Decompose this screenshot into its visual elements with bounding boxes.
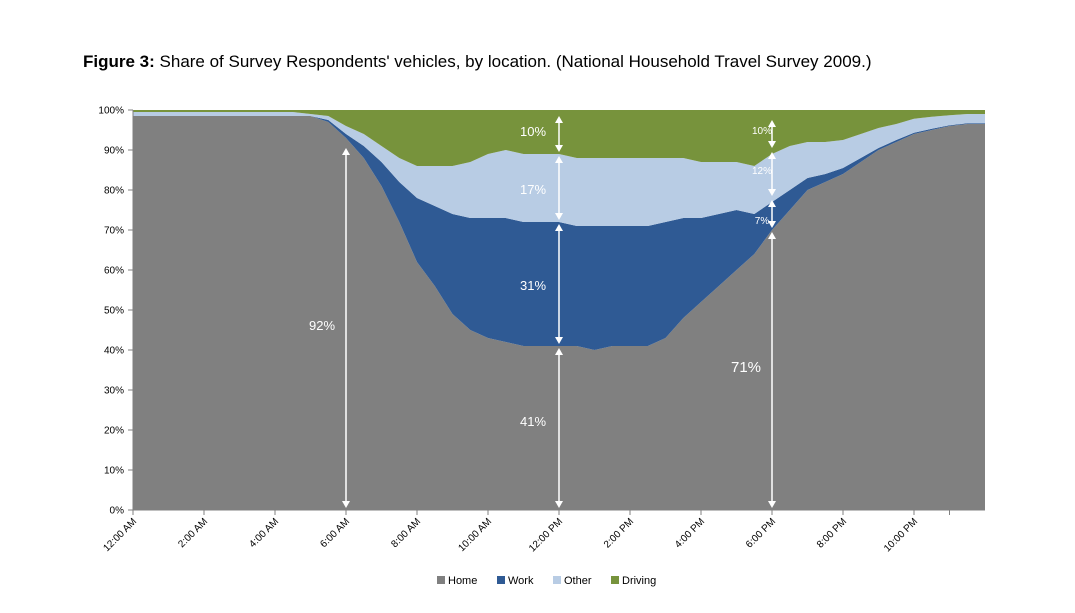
y-tick-label: 20% xyxy=(104,426,124,437)
annotation-arrow-head-up xyxy=(555,348,563,355)
annotation-arrow-head-up xyxy=(555,224,563,231)
annotation-label: 92% xyxy=(309,318,335,333)
figure-title-text: Share of Survey Respondents' vehicles, b… xyxy=(154,52,872,71)
annotation-arrow-head-down xyxy=(555,213,563,220)
x-tick-label: 6:00 PM xyxy=(744,516,778,550)
x-tick-label: 4:00 AM xyxy=(247,516,281,550)
y-tick-label: 90% xyxy=(104,146,124,157)
x-tick-label: 12:00 PM xyxy=(527,516,565,554)
x-tick-label: 12:00 AM xyxy=(101,516,139,554)
y-tick-label: 0% xyxy=(110,506,125,517)
y-tick-label: 30% xyxy=(104,386,124,397)
annotation-label: 7% xyxy=(755,216,770,227)
y-tick-label: 40% xyxy=(104,346,124,357)
annotation-arrow-head-down xyxy=(342,501,350,508)
y-tick-label: 60% xyxy=(104,266,124,277)
x-tick-label: 2:00 AM xyxy=(176,516,210,550)
annotation-label: 10% xyxy=(752,126,772,137)
annotation-arrow-head-up xyxy=(768,200,776,207)
annotation-arrow-head-down xyxy=(768,189,776,196)
annotation-arrow-head-down xyxy=(555,145,563,152)
annotation-label: 41% xyxy=(520,414,546,429)
annotation-label: 12% xyxy=(752,166,772,177)
annotation-label: 17% xyxy=(520,182,546,197)
annotation-arrow-head-up xyxy=(342,148,350,155)
x-tick-label: 4:00 PM xyxy=(673,516,707,550)
y-tick-label: 100% xyxy=(98,106,124,117)
annotation-arrow-head-up xyxy=(768,152,776,159)
legend-swatch-other xyxy=(553,576,561,584)
legend-label-work: Work xyxy=(508,575,534,587)
annotation-arrow-head-down xyxy=(555,337,563,344)
x-tick-label: 10:00 PM xyxy=(882,516,920,554)
legend-swatch-work xyxy=(497,576,505,584)
annotation-arrow-head-up xyxy=(555,156,563,163)
x-tick-label: 10:00 AM xyxy=(456,516,494,554)
annotation-label: 31% xyxy=(520,278,546,293)
x-tick-label: 8:00 PM xyxy=(815,516,849,550)
x-tick-label: 6:00 AM xyxy=(318,516,352,550)
x-tick-label: 8:00 AM xyxy=(389,516,423,550)
annotation-arrow-head-down xyxy=(768,501,776,508)
y-tick-label: 70% xyxy=(104,226,124,237)
figure-title-prefix: Figure 3: xyxy=(83,52,155,71)
x-tick-label: 2:00 PM xyxy=(602,516,636,550)
y-tick-label: 10% xyxy=(104,466,124,477)
annotation-arrow-head-up xyxy=(768,120,776,127)
y-tick-label: 80% xyxy=(104,186,124,197)
legend-label-driving: Driving xyxy=(622,575,656,587)
annotation-arrow-head-down xyxy=(768,221,776,228)
annotation-label: 10% xyxy=(520,124,546,139)
annotation-arrow-head-down xyxy=(768,141,776,148)
annotation-arrow-head-up xyxy=(768,232,776,239)
annotation-arrow-head-up xyxy=(555,116,563,123)
annotation-arrow-head-down xyxy=(555,501,563,508)
legend-label-home: Home xyxy=(448,575,477,587)
y-tick-label: 50% xyxy=(104,306,124,317)
legend-label-other: Other xyxy=(564,575,592,587)
legend-swatch-driving xyxy=(611,576,619,584)
legend-swatch-home xyxy=(437,576,445,584)
figure-title: Figure 3: Share of Survey Respondents' v… xyxy=(83,52,872,72)
annotation-label: 71% xyxy=(731,359,761,376)
